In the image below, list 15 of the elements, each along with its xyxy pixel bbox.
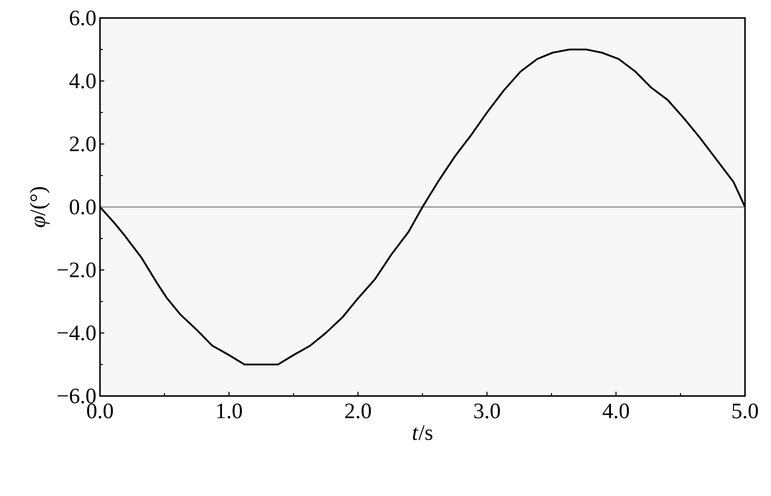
y-tick-label: 6.0 [70,10,96,26]
y-tick-label: 4.0 [69,74,96,88]
x-tick-label: 5.0 [732,404,758,418]
y-tick-label: −4.0 [58,326,96,340]
x-tick-label: 4.0 [602,404,629,418]
y-tick-label: 2.0 [70,136,96,152]
x-tick-label: 2.0 [345,404,371,418]
x-tick-label: 1.0 [217,404,242,418]
x-tick-label: 3.0 [474,404,500,418]
y-axis-title: φ/(°) [30,187,50,228]
x-tick-label: 0.0 [87,404,113,418]
y-tick-label: 0.0 [70,200,96,214]
x-axis-title: t/s [412,425,432,440]
y-tick-label: −2.0 [58,262,96,278]
y-tick-label: −6.0 [58,388,96,404]
